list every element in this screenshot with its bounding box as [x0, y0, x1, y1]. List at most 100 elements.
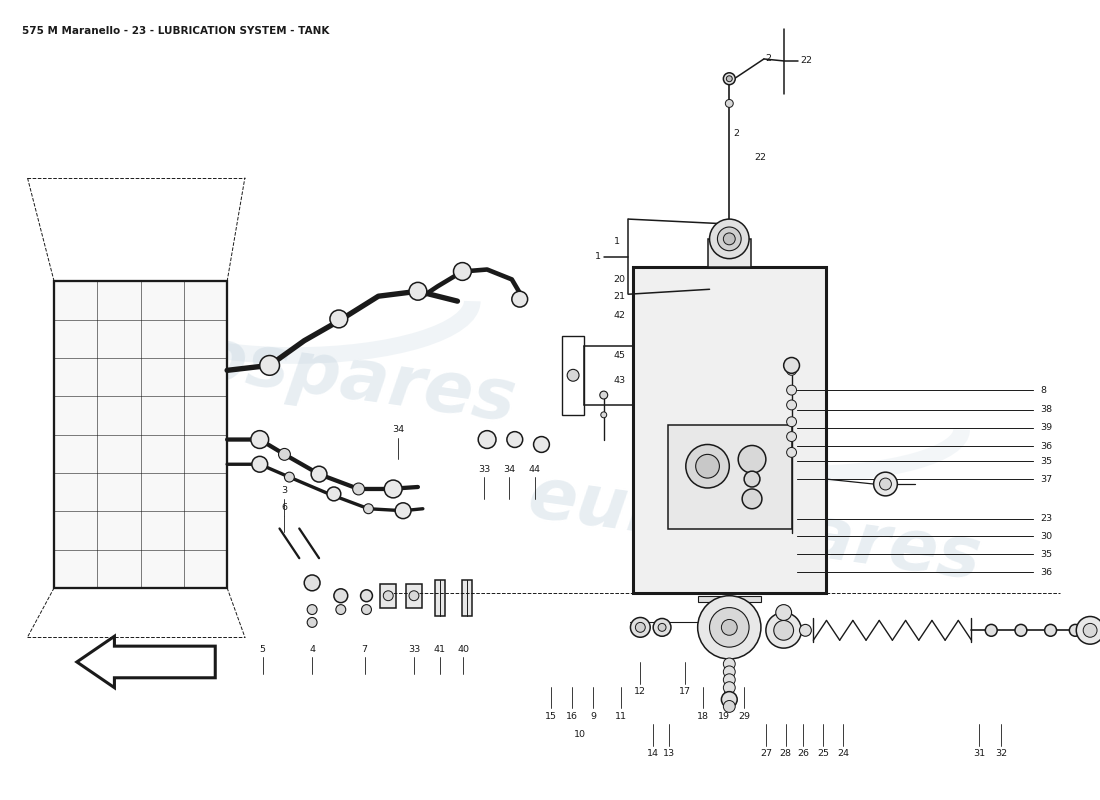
Circle shape — [630, 618, 650, 638]
Text: 6: 6 — [282, 503, 287, 512]
Text: 3: 3 — [282, 486, 287, 495]
Circle shape — [478, 430, 496, 449]
Circle shape — [1076, 617, 1100, 644]
Circle shape — [512, 291, 528, 307]
Text: 12: 12 — [635, 687, 647, 696]
Circle shape — [695, 454, 719, 478]
Circle shape — [717, 227, 741, 250]
Circle shape — [260, 355, 279, 375]
Circle shape — [1015, 624, 1026, 636]
Circle shape — [453, 262, 471, 280]
Text: 11: 11 — [615, 712, 627, 721]
Circle shape — [986, 624, 998, 636]
Circle shape — [766, 613, 802, 648]
Circle shape — [724, 666, 735, 678]
Text: eurospares: eurospares — [58, 304, 520, 436]
Text: 1: 1 — [614, 238, 619, 246]
Text: 37: 37 — [1041, 474, 1053, 483]
Text: 24: 24 — [837, 750, 849, 758]
Circle shape — [409, 590, 419, 601]
Text: 23: 23 — [1041, 514, 1053, 523]
Circle shape — [1084, 623, 1097, 638]
Circle shape — [601, 412, 607, 418]
Text: 9: 9 — [590, 712, 596, 721]
Text: 36: 36 — [1041, 442, 1053, 451]
Circle shape — [786, 447, 796, 458]
Circle shape — [383, 590, 393, 601]
Bar — [406, 584, 422, 607]
Text: 20: 20 — [614, 275, 626, 284]
Circle shape — [362, 605, 372, 614]
Text: 22: 22 — [754, 154, 766, 162]
Text: 34: 34 — [392, 425, 404, 434]
Circle shape — [800, 624, 812, 636]
Text: 10: 10 — [574, 730, 586, 738]
Text: 30: 30 — [1041, 532, 1053, 541]
Text: 35: 35 — [1041, 550, 1053, 558]
Circle shape — [724, 701, 735, 712]
Circle shape — [724, 73, 735, 85]
Text: 28: 28 — [780, 750, 792, 758]
Text: 36: 36 — [1041, 567, 1053, 577]
Circle shape — [658, 623, 666, 631]
Text: 39: 39 — [1041, 423, 1053, 432]
Circle shape — [786, 366, 796, 375]
Bar — [668, 425, 792, 529]
Circle shape — [722, 692, 737, 707]
Circle shape — [251, 430, 268, 449]
Circle shape — [880, 478, 891, 490]
Text: 575 M Maranello - 23 - LUBRICATION SYSTEM - TANK: 575 M Maranello - 23 - LUBRICATION SYSTE… — [22, 26, 330, 36]
Circle shape — [636, 622, 646, 632]
Circle shape — [1069, 624, 1081, 636]
Bar — [381, 584, 396, 607]
Circle shape — [363, 504, 373, 514]
Circle shape — [783, 358, 800, 374]
Circle shape — [786, 400, 796, 410]
Circle shape — [278, 449, 290, 460]
Circle shape — [724, 674, 735, 686]
Circle shape — [252, 456, 267, 472]
Circle shape — [353, 483, 364, 495]
Circle shape — [786, 417, 796, 426]
Text: 15: 15 — [546, 712, 558, 721]
Circle shape — [726, 76, 733, 82]
Text: 2: 2 — [764, 54, 771, 63]
Bar — [562, 336, 584, 415]
Circle shape — [744, 471, 760, 487]
Text: 40: 40 — [458, 645, 470, 654]
Circle shape — [724, 682, 735, 694]
Text: 43: 43 — [614, 376, 626, 385]
Text: 27: 27 — [760, 750, 772, 758]
Circle shape — [710, 219, 749, 258]
Circle shape — [724, 658, 735, 670]
Text: 32: 32 — [996, 750, 1008, 758]
Circle shape — [738, 446, 766, 473]
Text: 45: 45 — [614, 351, 626, 360]
Circle shape — [722, 619, 737, 635]
Circle shape — [786, 432, 796, 442]
Text: 18: 18 — [696, 712, 708, 721]
Text: 17: 17 — [679, 687, 691, 696]
Circle shape — [725, 99, 734, 107]
Text: 38: 38 — [1041, 406, 1053, 414]
Text: 34: 34 — [503, 465, 515, 474]
Circle shape — [773, 621, 793, 640]
Text: 29: 29 — [738, 712, 750, 721]
Circle shape — [697, 596, 761, 659]
Circle shape — [334, 589, 348, 602]
Circle shape — [568, 370, 579, 382]
Circle shape — [307, 605, 317, 614]
Circle shape — [311, 466, 327, 482]
Circle shape — [395, 503, 411, 518]
Text: 41: 41 — [433, 645, 446, 654]
Text: 22: 22 — [801, 57, 813, 66]
Text: 13: 13 — [663, 750, 675, 758]
Circle shape — [534, 437, 549, 452]
Circle shape — [384, 480, 403, 498]
Circle shape — [409, 282, 427, 300]
Text: 1: 1 — [595, 252, 601, 261]
Circle shape — [873, 472, 898, 496]
Text: 14: 14 — [647, 750, 659, 758]
Bar — [54, 282, 227, 588]
Circle shape — [786, 385, 796, 395]
